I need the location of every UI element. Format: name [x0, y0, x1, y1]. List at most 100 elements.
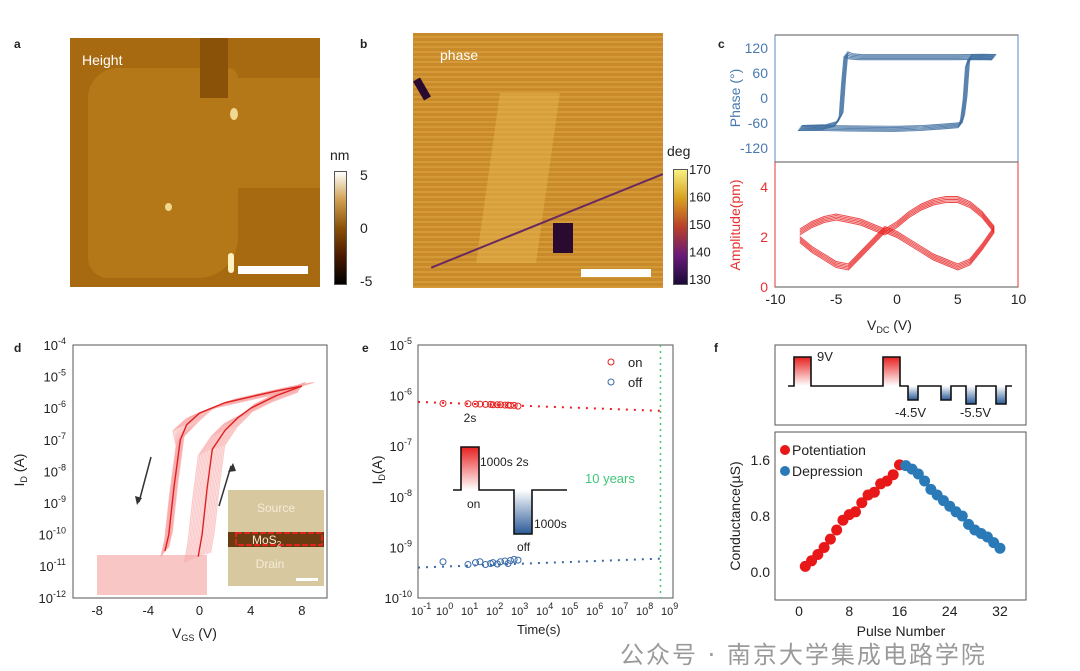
e-on-pulse-fill: [461, 447, 479, 490]
e-y-tick: 10-10: [385, 589, 412, 606]
amplitude-loop-line: [799, 202, 995, 236]
e-x-tick: 102: [486, 601, 503, 618]
ten-year-label: 10 years: [585, 471, 635, 486]
phase-colorbar-tick: 140: [689, 245, 711, 260]
e-point-off: [481, 560, 489, 568]
phase-loop-line: [798, 57, 994, 131]
d-transfer-curve-faint: [209, 381, 306, 553]
amplitude-loop-line: [799, 231, 995, 271]
e-point-on: [493, 401, 501, 409]
amplitude-loop-line: [799, 225, 995, 265]
e-point-off: [464, 560, 472, 568]
e-point-on: [487, 400, 495, 408]
f-pos-pulse-fill-2: [883, 357, 900, 386]
e-point-on: [464, 400, 472, 408]
pulse-on-label: on: [467, 497, 480, 511]
f-point-depression: [956, 510, 968, 522]
e-y-tick: 10-8: [390, 488, 412, 505]
legend-marker-on: [607, 358, 615, 366]
scale-bar: [581, 269, 651, 277]
f-point-depression: [912, 468, 924, 480]
e-x-tick: 104: [536, 601, 553, 618]
e-point-off: [510, 555, 518, 563]
f-pulse-waveform: [788, 356, 1012, 405]
afm-phase-colorbar: [673, 169, 688, 285]
d-inset-channel-outline: [235, 532, 323, 546]
e-y-axis-label: ID(A): [369, 455, 387, 484]
phase-loop-line: [800, 52, 996, 128]
inset-drain-label: Drain: [256, 557, 285, 571]
c-x-axis-label: VDC (V): [867, 317, 912, 335]
d-backward-arrowhead: [135, 496, 142, 505]
amplitude-loop-line: [799, 199, 995, 233]
phase-y-tick: 60: [752, 65, 768, 81]
afm-phase-label: phase: [440, 47, 479, 63]
e-y-tick: 10-7: [390, 437, 412, 454]
c-x-tick: -5: [830, 291, 843, 307]
e-x-tick: 107: [611, 601, 628, 618]
f-point-potentiation: [824, 533, 836, 545]
afm-phase-image: phase: [413, 33, 663, 288]
d-x-axis-label: VGS (V): [172, 625, 217, 643]
d-inset-scale-bar: [296, 578, 318, 581]
pulse-width-label-2: 2s: [516, 455, 529, 469]
e-x-tick: 103: [511, 601, 528, 618]
scale-bar: [238, 266, 308, 274]
panel-label-f: f: [714, 341, 719, 355]
f-x-tick: 8: [845, 603, 853, 619]
d-forward-arrowhead: [228, 463, 236, 472]
e-y-tick: 10-9: [390, 538, 412, 555]
d-transfer-curve-forward: [197, 385, 303, 557]
e-point-on: [481, 400, 489, 408]
phase-loop-line: [801, 54, 997, 127]
d-noise-floor: [97, 555, 207, 595]
amplitude-y-tick: 4: [760, 179, 768, 195]
f-point-potentiation: [818, 542, 830, 553]
d-y-tick: 10-5: [44, 368, 66, 385]
e-pulse-waveform: [453, 446, 567, 535]
c-x-tick: -10: [765, 291, 785, 307]
pulse-off-label: off: [517, 540, 531, 554]
d-x-tick: -8: [91, 603, 103, 618]
phase-y-tick: 0: [760, 90, 768, 106]
f-x-tick: 32: [992, 603, 1008, 619]
f-point-potentiation: [812, 549, 824, 560]
panel-label-d: d: [14, 341, 21, 355]
amplitude-y-tick: 0: [760, 279, 768, 295]
d-y-tick: 10-4: [44, 336, 66, 353]
e-point-on: [489, 401, 497, 409]
pulse-neg45-label: -4.5V: [895, 405, 926, 420]
amplitude-y-tick: 2: [760, 229, 768, 245]
f-point-potentiation: [856, 497, 868, 509]
d-x-tick: -4: [143, 603, 155, 618]
pulse-interval-label-2: 1000s: [534, 517, 567, 531]
f-pos-pulse-fill-1: [794, 357, 811, 386]
phase-colorbar-unit: deg: [667, 143, 690, 159]
panel-label-e: e: [362, 341, 369, 355]
f-y-tick: 1.6: [751, 452, 771, 468]
height-colorbar-tick: -5: [360, 273, 373, 289]
e-point-off: [506, 557, 514, 565]
d-y-tick: 10-11: [39, 557, 66, 574]
watermark: 公众号 · 南京大学集成电路学院: [620, 641, 987, 669]
f-point-potentiation: [850, 506, 862, 518]
pulse-9v-label: 9V: [817, 349, 833, 364]
f-point-potentiation: [868, 486, 880, 498]
d-backward-arrow: [138, 456, 152, 503]
f-y-tick: 0.8: [751, 508, 771, 524]
d-plot-frame: [72, 344, 328, 599]
afm-height-label: Height: [82, 52, 123, 68]
phase-loop-line: [801, 50, 997, 127]
f-plot-frame: [774, 431, 1027, 601]
phase-axis-label: Phase (°): [727, 69, 743, 128]
e-x-tick: 106: [586, 601, 603, 618]
amplitude-loop-line: [799, 227, 995, 267]
phase-y-tick: 120: [745, 40, 769, 56]
amplitude-axis-label: Amplitude(pm): [727, 179, 743, 270]
e-x-axis-label: Time(s): [517, 622, 561, 637]
legend-marker-off: [607, 378, 615, 386]
e-x-tick: 108: [636, 601, 653, 618]
e-y-tick: 10-6: [390, 387, 412, 404]
f-point-potentiation: [887, 469, 899, 481]
e-point-off: [439, 558, 447, 566]
